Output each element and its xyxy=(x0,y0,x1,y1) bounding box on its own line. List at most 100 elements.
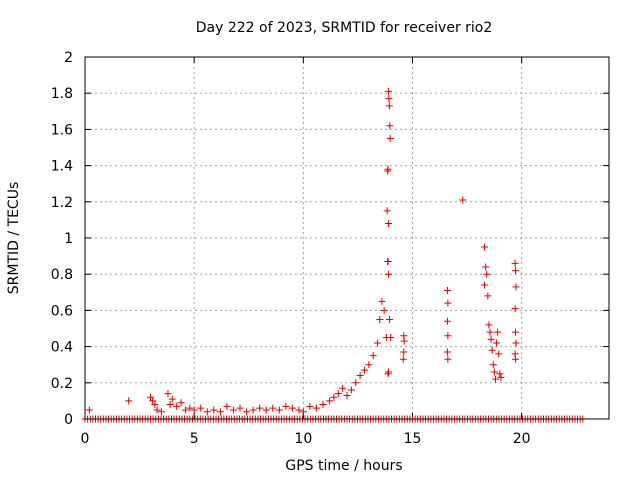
data-point xyxy=(334,390,342,398)
chart-title: Day 222 of 2023, SRMTID for receiver rio… xyxy=(196,20,493,36)
data-point xyxy=(493,339,501,347)
data-point xyxy=(488,346,496,354)
data-point xyxy=(229,406,237,414)
data-point xyxy=(484,292,492,300)
data-point xyxy=(490,368,498,376)
data-point xyxy=(147,393,154,401)
data-point xyxy=(491,375,499,383)
data-point xyxy=(236,404,244,412)
data-point xyxy=(384,370,392,378)
data-point xyxy=(495,350,503,358)
data-point xyxy=(343,391,351,399)
data-point xyxy=(374,339,382,347)
data-point xyxy=(151,401,159,409)
data-point xyxy=(168,395,176,403)
data-point xyxy=(512,355,520,363)
data-point xyxy=(497,373,505,381)
data-point xyxy=(149,397,157,405)
data-point xyxy=(326,397,334,405)
data-point xyxy=(295,406,303,414)
y-tick-label: 1.8 xyxy=(51,86,73,102)
data-point xyxy=(223,402,231,410)
data-point xyxy=(486,328,494,336)
data-point xyxy=(306,402,314,410)
data-point xyxy=(157,408,165,416)
data-point xyxy=(339,384,347,392)
y-tick-label: 1.6 xyxy=(51,122,73,138)
data-point xyxy=(216,408,224,416)
data-point xyxy=(443,348,451,356)
data-point xyxy=(386,315,394,323)
data-point xyxy=(330,393,338,401)
data-point xyxy=(319,401,327,409)
axis-tick-labels: 00.20.40.60.811.21.41.61.820 5 10 15 20 xyxy=(51,50,531,447)
data-point xyxy=(481,243,489,251)
y-tick-label: 0 xyxy=(64,412,73,428)
data-point xyxy=(482,263,490,271)
data-point xyxy=(384,220,392,228)
data-point xyxy=(352,379,360,387)
data-point xyxy=(197,404,205,412)
x-tick-label: 20 xyxy=(513,431,531,447)
data-point xyxy=(496,370,504,378)
data-point xyxy=(384,270,392,278)
data-point xyxy=(256,404,264,412)
y-tick-label: 1.4 xyxy=(51,159,73,175)
data-point xyxy=(387,334,395,342)
data-point xyxy=(262,406,270,414)
data-point xyxy=(347,386,355,394)
data-point xyxy=(378,297,386,305)
x-tick-label: 5 xyxy=(190,431,199,447)
data-point xyxy=(485,321,493,329)
data-point xyxy=(384,165,392,173)
data-point xyxy=(376,315,384,323)
data-point xyxy=(489,361,497,369)
data-point xyxy=(356,372,364,380)
data-point xyxy=(383,207,391,215)
data-point xyxy=(243,408,251,416)
x-tick-label: 0 xyxy=(81,431,90,447)
data-point xyxy=(386,122,394,130)
data-point xyxy=(483,270,491,278)
data-point xyxy=(511,305,519,313)
data-point xyxy=(299,408,307,416)
y-axis-label: SRMTID / TECUs xyxy=(6,182,22,295)
data-point xyxy=(512,283,520,291)
data-point xyxy=(173,402,181,410)
data-point xyxy=(512,339,520,347)
data-point xyxy=(511,259,519,267)
data-point xyxy=(282,402,290,410)
data-point xyxy=(444,355,452,363)
data-point xyxy=(384,87,392,95)
y-tick-label: 1.2 xyxy=(51,195,73,211)
data-point xyxy=(386,134,394,142)
data-point xyxy=(385,102,393,110)
data-point xyxy=(443,317,451,325)
y-tick-label: 0.8 xyxy=(51,267,73,283)
data-point xyxy=(400,337,408,345)
data-point xyxy=(365,361,373,369)
y-tick-label: 0.2 xyxy=(51,376,73,392)
x-tick-label: 10 xyxy=(294,431,312,447)
data-point xyxy=(443,286,451,294)
data-point xyxy=(360,366,368,374)
data-point xyxy=(487,335,495,343)
data-point xyxy=(400,348,408,356)
data-point xyxy=(385,95,393,103)
data-point xyxy=(512,267,520,275)
data-point xyxy=(177,399,185,407)
data-point xyxy=(369,352,377,360)
data-point xyxy=(203,408,211,416)
y-tick-label: 2 xyxy=(64,50,73,66)
data-point xyxy=(269,404,277,412)
data-point xyxy=(288,404,296,412)
x-tick-label: 15 xyxy=(404,431,422,447)
data-point xyxy=(444,332,452,340)
data-point xyxy=(125,397,133,405)
data-point xyxy=(166,401,174,409)
data-point xyxy=(190,406,198,414)
data-point xyxy=(399,355,407,363)
data-point xyxy=(512,328,520,336)
data-point xyxy=(444,299,452,307)
